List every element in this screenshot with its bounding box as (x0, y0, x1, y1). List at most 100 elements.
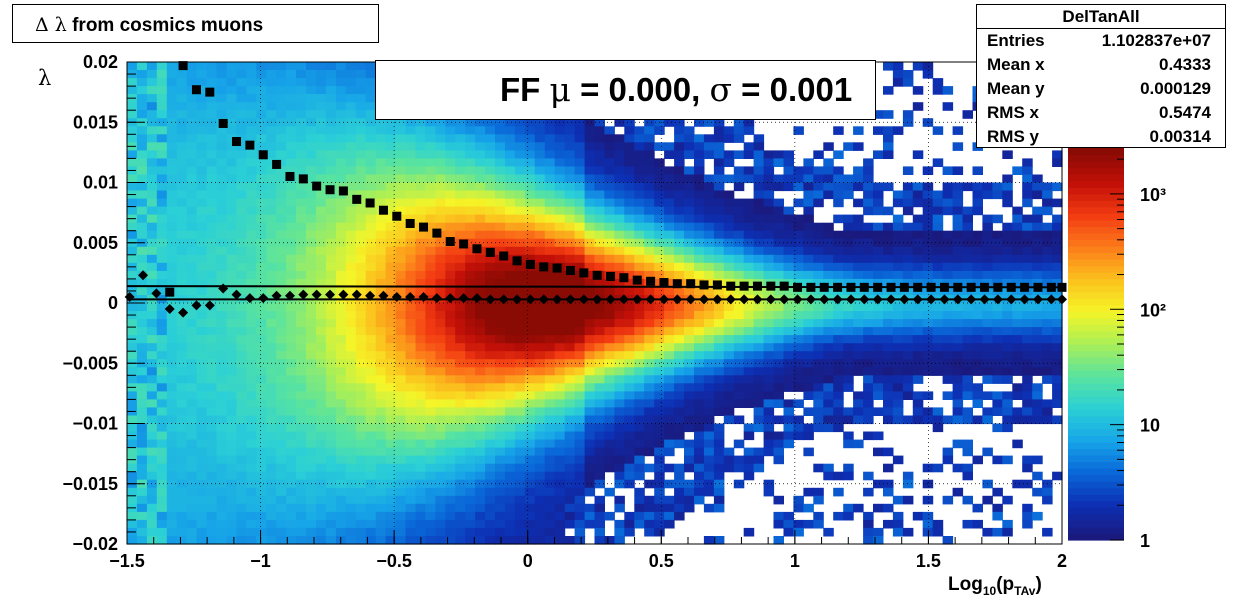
heatmap-cell (405, 190, 416, 200)
heatmap-cell (624, 319, 635, 328)
heatmap-cell (594, 335, 605, 344)
heatmap-cell (723, 286, 735, 296)
heatmap-cell (246, 182, 257, 192)
heatmap-cell (823, 166, 834, 175)
heatmap-cell (554, 319, 566, 328)
heatmap-cell (405, 495, 416, 505)
heatmap-cell (823, 463, 834, 473)
heatmap-cell (246, 286, 257, 296)
heatmap-cell (495, 391, 506, 400)
heatmap-cell (166, 383, 178, 392)
heatmap-cell (186, 343, 198, 352)
heatmap-cell (1052, 214, 1063, 224)
heatmap-cell (266, 126, 277, 135)
heatmap-cell (813, 182, 824, 192)
heatmap-cell (206, 311, 218, 320)
square-marker (218, 118, 228, 128)
heatmap-cell (982, 270, 993, 280)
diamond-marker (191, 300, 202, 311)
heatmap-cell (982, 447, 993, 457)
heatmap-cell (703, 407, 715, 416)
heatmap-cell (534, 536, 546, 545)
heatmap-cell (624, 479, 635, 489)
heatmap-cell (136, 383, 148, 392)
heatmap-cell (594, 126, 605, 135)
heatmap-cell (246, 62, 257, 71)
heatmap-cell (912, 391, 924, 400)
heatmap-cell (902, 415, 914, 425)
heatmap-cell (833, 214, 844, 224)
heatmap-cell (286, 367, 297, 376)
heatmap-cell (584, 206, 596, 216)
heatmap-cell (654, 262, 665, 272)
heatmap-cell (495, 278, 506, 288)
heatmap-cell (634, 230, 645, 240)
heatmap-cell (325, 206, 337, 216)
heatmap-cell (703, 375, 715, 384)
heatmap-cell (534, 198, 546, 208)
heatmap-cell (614, 150, 625, 159)
heatmap-cell (664, 407, 675, 416)
heatmap-cell (743, 527, 755, 537)
heatmap-cell (196, 415, 208, 425)
heatmap-cell (962, 407, 973, 416)
heatmap-cell (823, 383, 834, 392)
heatmap-cell (156, 447, 168, 457)
heatmap-cell (405, 431, 416, 441)
heatmap-cell (365, 431, 377, 441)
heatmap-cell (355, 62, 367, 71)
heatmap-cell (266, 391, 277, 400)
heatmap-cell (206, 166, 218, 175)
heatmap-cell (763, 479, 775, 489)
heatmap-cell (932, 214, 944, 224)
heatmap-cell (604, 238, 615, 248)
heatmap-cell (992, 238, 1003, 248)
heatmap-cell (1012, 391, 1023, 400)
heatmap-cell (306, 335, 317, 344)
heatmap-cell (365, 463, 377, 473)
heatmap-cell (783, 359, 794, 368)
heatmap-cell (256, 70, 267, 79)
heatmap-cell (514, 391, 526, 400)
heatmap-cell (475, 343, 486, 352)
heatmap-cell (445, 375, 456, 384)
heatmap-cell (236, 527, 247, 537)
heatmap-cell (1042, 327, 1053, 336)
heatmap-cell (942, 303, 954, 312)
heatmap-cell (793, 327, 804, 336)
heatmap-cell (584, 351, 596, 360)
heatmap-cell (624, 375, 635, 384)
heatmap-cell (972, 327, 983, 336)
heatmap-cell (982, 335, 993, 344)
heatmap-cell (306, 254, 317, 264)
heatmap-cell (604, 190, 615, 200)
heatmap-cell (614, 166, 625, 175)
heatmap-cell (883, 222, 894, 232)
heatmap-cell (445, 182, 456, 192)
heatmap-cell (246, 230, 257, 240)
heatmap-cell (206, 190, 218, 200)
heatmap-cell (773, 246, 784, 256)
heatmap-cell (206, 367, 218, 376)
heatmap-cell (365, 447, 377, 457)
heatmap-cell (1012, 439, 1023, 449)
square-marker (1006, 282, 1016, 292)
heatmap-cell (335, 519, 347, 529)
diamond-marker (992, 294, 1003, 305)
heatmap-cell (226, 431, 237, 441)
heatmap-cell (634, 254, 645, 264)
heatmap-cell (1032, 319, 1043, 328)
heatmap-cell (475, 439, 486, 449)
heatmap-cell (286, 351, 297, 360)
heatmap-cell (654, 158, 665, 167)
heatmap-cell (664, 230, 675, 240)
heatmap-cell (604, 198, 615, 208)
heatmap-cell (405, 447, 416, 457)
diamond-marker (578, 294, 589, 305)
heatmap-cell (932, 327, 944, 336)
heatmap-cell (325, 150, 337, 159)
heatmap-cell (723, 230, 735, 240)
y-tick-label: −0.01 (72, 414, 118, 434)
square-marker (659, 278, 669, 288)
heatmap-cell (584, 142, 596, 151)
